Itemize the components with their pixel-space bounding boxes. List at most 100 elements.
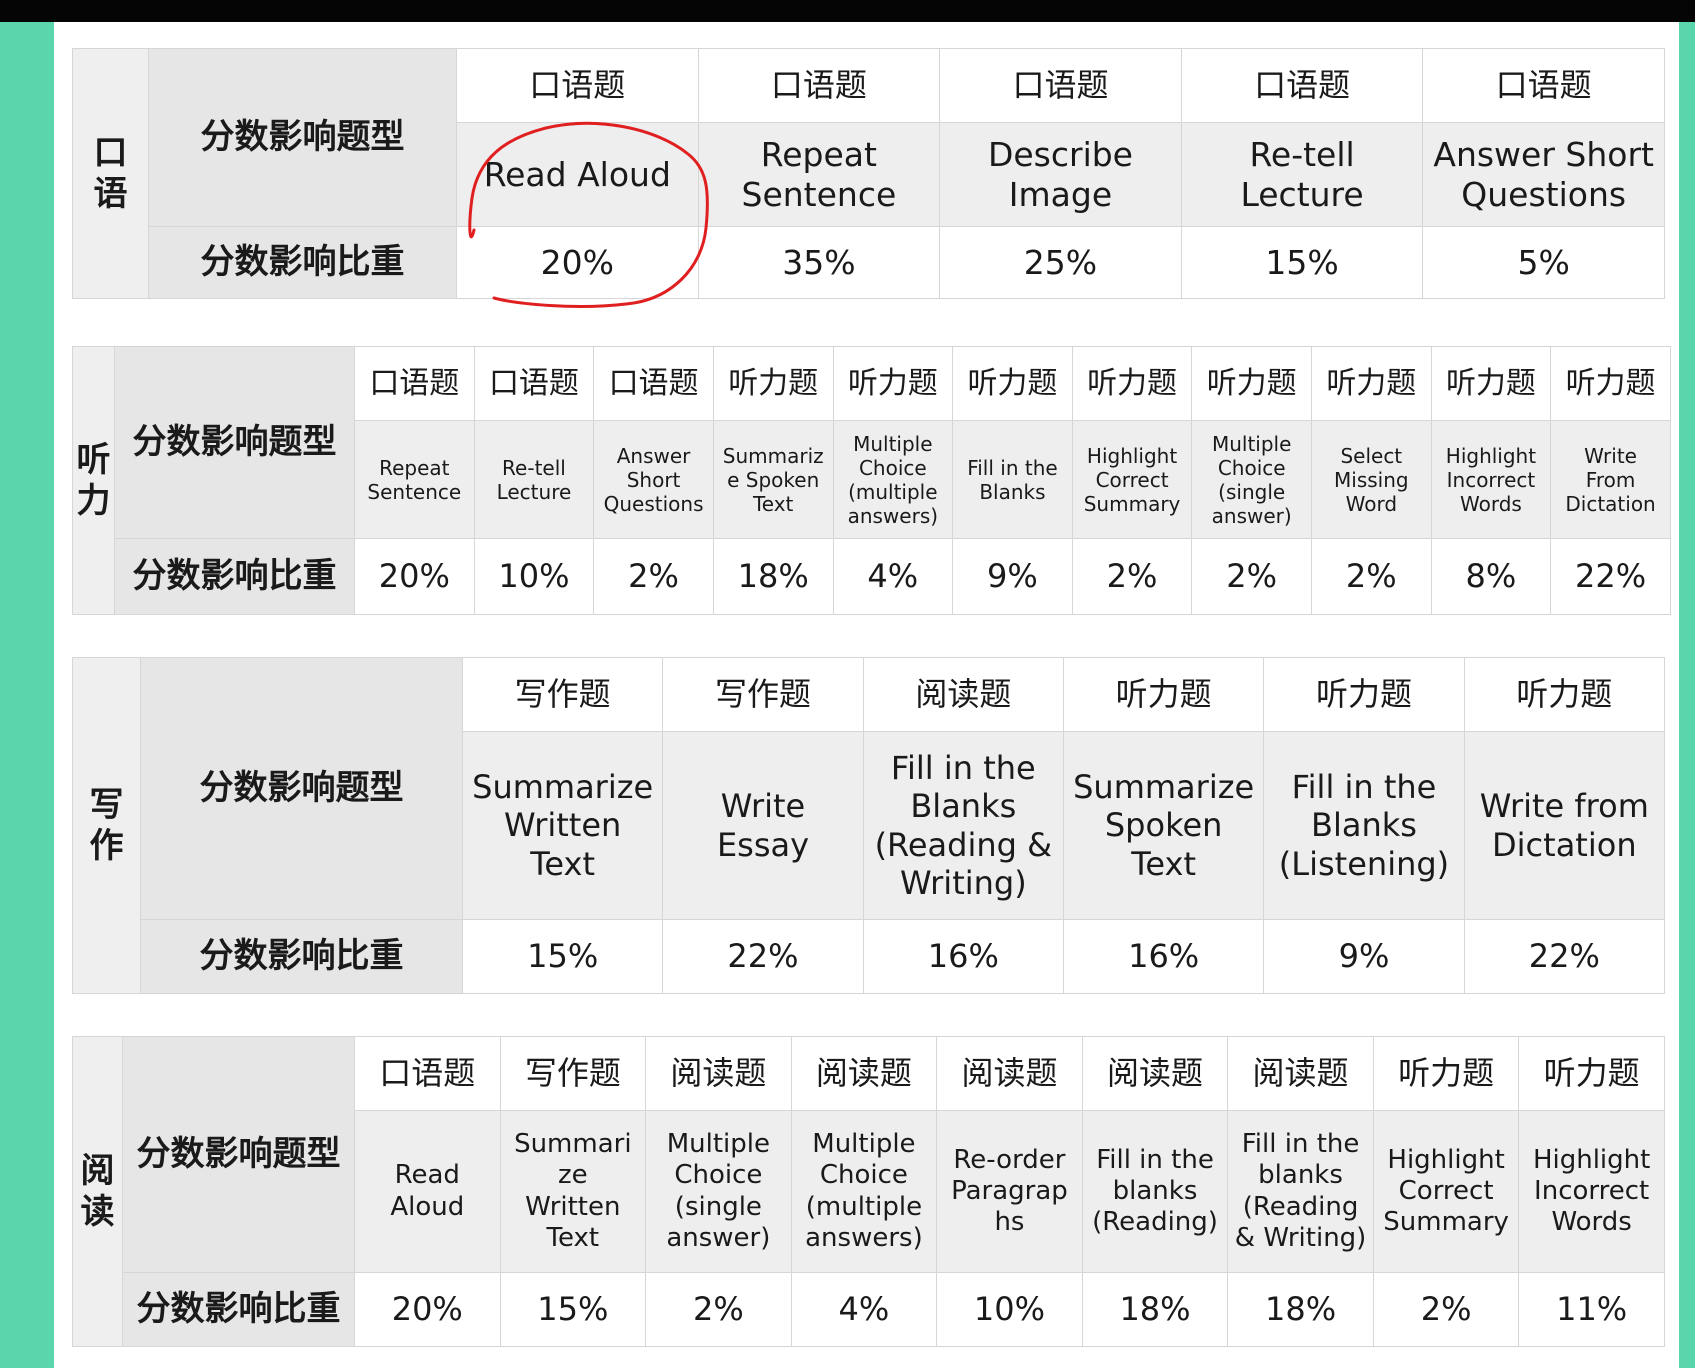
category-cell: 口语题 [1422,48,1665,123]
weight-cell: 15% [461,919,664,994]
weight-cell: 18% [712,538,834,615]
weight-cell: 2% [1191,538,1312,615]
question-type-cell: Highlight Incorrect Words [1518,1110,1665,1273]
category-cell: 听力题 [952,346,1073,421]
type-label: 分数影响题型 [148,48,457,227]
weight-label: 分数影响比重 [122,1272,355,1347]
question-type-cell: Multiple Choice (multiple answers) [832,420,954,539]
question-type-cell: Fill in the blanks (Reading & Writing) [1227,1110,1374,1273]
reading-table: 阅读分数影响题型 口语题 写作题 阅读题 阅读题 阅读题 阅读题 阅读题 听力题 听力题 Read A… [72,1036,1665,1347]
question-type-cell: Fill in the Blanks (Reading & Writing) [862,731,1064,920]
category-cell: 写作题 [461,657,664,732]
weight-cell: 18% [1227,1272,1374,1347]
question-type-cell: Summariz e Spoken Text [712,420,834,539]
weight-cell: 11% [1518,1272,1665,1347]
question-type-cell: Write From Dictation [1550,420,1671,539]
question-type-cell: Multiple Choice (multiple answers) [790,1110,938,1273]
category-cell: 阅读题 [645,1036,792,1111]
category-cell: 阅读题 [936,1036,1083,1111]
category-cell: 听力题 [1372,1036,1520,1111]
question-type-cell: Repeat Sentence [354,420,475,539]
category-cell: 阅读题 [1227,1036,1374,1111]
question-type-cell: Read Aloud [354,1110,501,1273]
question-type-cell: Highlight Correct Summary [1372,1110,1520,1273]
question-type-cell: Fill in the blanks (Reading) [1081,1110,1229,1273]
category-cell: 听力题 [712,346,834,421]
weight-label: 分数影响比重 [140,919,463,994]
weight-cell: 2% [593,538,714,615]
category-cell: 口语题 [1180,48,1424,123]
question-type-cell: Answer Short Questions [593,420,714,539]
category-cell: 听力题 [1263,657,1465,732]
question-type-cell: Describe Image [939,122,1182,227]
type-label: 分数影响题型 [122,1036,355,1273]
weight-cell: 9% [1263,919,1465,994]
weight-cell: 18% [1081,1272,1229,1347]
question-type-cell: Re-tell Lecture [473,420,595,539]
question-type-cell: Re-tell Lecture [1180,122,1424,227]
weight-cell: 20% [456,226,699,299]
category-cell: 口语题 [697,48,941,123]
question-type-cell: Re-order Paragrap hs [936,1110,1083,1273]
weight-cell: 4% [832,538,954,615]
weight-cell: 16% [1062,919,1265,994]
weight-label: 分数影响比重 [114,538,355,615]
weight-cell: 4% [790,1272,938,1347]
category-cell: 阅读题 [862,657,1064,732]
section-label: 写作 [72,657,141,994]
weight-cell: 22% [662,919,864,994]
category-cell: 口语题 [473,346,595,421]
question-type-cell: Repeat Sentence [697,122,941,227]
category-cell: 听力题 [1071,346,1193,421]
weight-cell: 2% [1372,1272,1520,1347]
weight-cell: 10% [936,1272,1083,1347]
weight-cell: 22% [1463,919,1665,994]
question-type-cell: Fill in the Blanks [952,420,1073,539]
question-type-cell: Answer Short Questions [1422,122,1665,227]
question-type-cell: Fill in the Blanks (Listening) [1263,731,1465,920]
top-bar [0,0,1695,22]
weight-cell: 35% [697,226,941,299]
type-label: 分数影响题型 [140,657,463,920]
listening-table: 听力分数影响题型 口语题 口语题 口语题 听力题 听力题 听力题 听力题 听力题 听力题 听力题 听力… [72,346,1671,615]
question-type-cell: Summarize Spoken Text [1062,731,1265,920]
category-cell: 口语题 [354,346,475,421]
section-label: 阅读 [72,1036,123,1347]
question-type-cell: Read Aloud [456,122,699,227]
weight-cell: 5% [1422,226,1665,299]
weight-cell: 2% [1071,538,1193,615]
writing-table: 写作分数影响题型 写作题 写作题 阅读题 听力题 听力题 听力题 Summarize Writt… [72,657,1665,994]
weight-cell: 20% [354,1272,501,1347]
weight-cell: 8% [1430,538,1552,615]
right-strip [1679,22,1695,1368]
category-cell: 听力题 [832,346,954,421]
category-cell: 写作题 [662,657,864,732]
question-type-cell: Multiple Choice (single answer) [645,1110,792,1273]
weight-cell: 9% [952,538,1073,615]
category-cell: 听力题 [1311,346,1432,421]
question-type-cell: Select Missing Word [1311,420,1432,539]
weight-label: 分数影响比重 [148,226,457,299]
weight-cell: 22% [1550,538,1671,615]
question-type-cell: Write Essay [662,731,864,920]
category-cell: 口语题 [354,1036,501,1111]
weight-cell: 20% [354,538,475,615]
section-label: 口语 [72,48,149,299]
category-cell: 听力题 [1430,346,1552,421]
category-cell: 口语题 [593,346,714,421]
question-type-cell: Write from Dictation [1463,731,1665,920]
weight-cell: 16% [862,919,1064,994]
question-type-cell: Highlight Incorrect Words [1430,420,1552,539]
section-label: 听力 [72,346,115,615]
weight-cell: 2% [645,1272,792,1347]
category-cell: 阅读题 [790,1036,938,1111]
weight-cell: 2% [1311,538,1432,615]
type-label: 分数影响题型 [114,346,355,539]
speaking-table: 口语分数影响题型 口语题 口语题 口语题 口语题 口语题 Read Aloud Repeat S… [72,48,1665,299]
weight-cell: 15% [1180,226,1424,299]
category-cell: 听力题 [1550,346,1671,421]
category-cell: 听力题 [1062,657,1265,732]
category-cell: 听力题 [1518,1036,1665,1111]
